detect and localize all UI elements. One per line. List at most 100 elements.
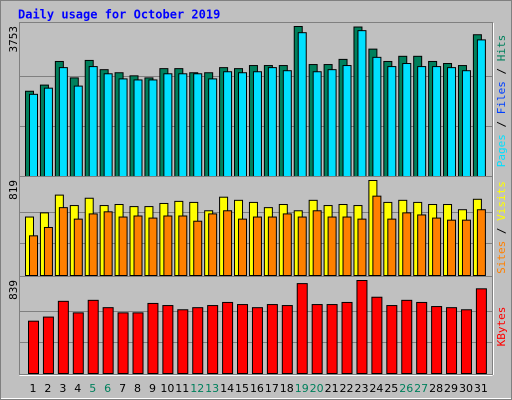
x-tick-label: 14: [220, 382, 234, 395]
x-tick-label: 28: [429, 382, 443, 395]
legend: KBytes: [495, 307, 508, 347]
bar: [387, 218, 397, 276]
x-tick-label: 10: [160, 382, 174, 395]
bar: [372, 195, 382, 277]
bar: [342, 216, 352, 277]
bar: [103, 211, 113, 276]
x-tick-label: 21: [325, 382, 339, 395]
bar: [312, 71, 322, 177]
x-tick-label: 16: [250, 382, 264, 395]
bar: [238, 218, 248, 276]
bar: [387, 66, 397, 177]
bar: [461, 70, 471, 177]
x-tick-label: 20: [310, 382, 324, 395]
bar: [476, 39, 486, 178]
bar: [132, 312, 144, 374]
bar: [238, 72, 248, 177]
y-tick-label: 819: [7, 180, 20, 200]
bar: [475, 288, 487, 375]
bar: [133, 79, 143, 177]
bar: [117, 312, 129, 374]
bar: [163, 73, 173, 177]
bar: [102, 307, 114, 374]
bar: [148, 79, 158, 177]
x-tick-label: 9: [149, 382, 156, 395]
bar: [432, 217, 442, 276]
bar: [326, 304, 338, 375]
bar: [357, 218, 367, 276]
legend-separator: /: [495, 114, 508, 134]
bar: [327, 69, 337, 177]
x-tick-label: 8: [134, 382, 141, 395]
bar: [417, 214, 427, 276]
x-tick-label: 11: [175, 382, 189, 395]
bar: [28, 320, 39, 374]
bar: [447, 67, 457, 177]
x-tick-label: 1: [30, 382, 37, 395]
bar: [252, 216, 262, 277]
bar: [311, 304, 323, 375]
chart-title: Daily usage for October 2019: [18, 8, 220, 22]
bar: [402, 212, 412, 277]
bar: [118, 216, 128, 277]
bar: [162, 305, 174, 374]
x-tick-label: 27: [414, 382, 428, 395]
bar: [57, 300, 69, 374]
bar: [417, 66, 427, 177]
legend-entry: KBytes: [495, 307, 508, 347]
bar: [87, 299, 99, 375]
bar: [29, 235, 38, 276]
bar: [178, 215, 188, 276]
bar: [58, 67, 68, 177]
bar: [416, 301, 428, 375]
legend-entry: Hits: [495, 35, 508, 62]
x-tick-label: 3: [59, 382, 66, 395]
bar: [447, 219, 457, 277]
bar: [178, 73, 188, 177]
bar: [327, 216, 337, 277]
bar: [88, 66, 98, 177]
bar: [251, 307, 263, 374]
legend-separator: /: [495, 221, 508, 241]
bar: [223, 210, 233, 276]
bar: [133, 215, 143, 276]
bar: [73, 85, 83, 177]
x-tick-label: 2: [44, 382, 51, 395]
bar: [177, 309, 189, 374]
x-tick-label: 5: [89, 382, 96, 395]
bar: [103, 73, 113, 177]
bar: [431, 306, 443, 374]
bar: [72, 312, 84, 374]
x-tick-label: 23: [354, 382, 368, 395]
legend-entry: Files: [495, 81, 508, 114]
bar: [222, 301, 234, 375]
bar: [208, 78, 218, 177]
bar: [237, 304, 249, 375]
legend: Pages / Files / Hits: [495, 35, 508, 168]
bar: [446, 307, 458, 374]
bar: [43, 226, 53, 277]
bar: [341, 301, 353, 375]
x-tick-label: 24: [369, 382, 383, 395]
x-tick-label: 31: [474, 382, 488, 395]
x-tick-label: 30: [459, 382, 473, 395]
x-tick-label: 17: [265, 382, 279, 395]
bar: [296, 283, 308, 375]
x-tick-label: 18: [280, 382, 294, 395]
bar: [356, 280, 368, 374]
x-tick-label: 26: [399, 382, 413, 395]
bar: [371, 296, 383, 375]
bar: [73, 218, 83, 276]
bar: [148, 217, 158, 276]
bar: [372, 56, 382, 177]
bar: [297, 216, 307, 277]
bar: [282, 213, 292, 277]
bar: [118, 78, 128, 177]
bar: [312, 210, 322, 276]
bar: [207, 305, 219, 374]
bar: [476, 209, 486, 277]
bar: [193, 220, 203, 276]
bar: [147, 302, 159, 374]
bar: [192, 307, 204, 374]
